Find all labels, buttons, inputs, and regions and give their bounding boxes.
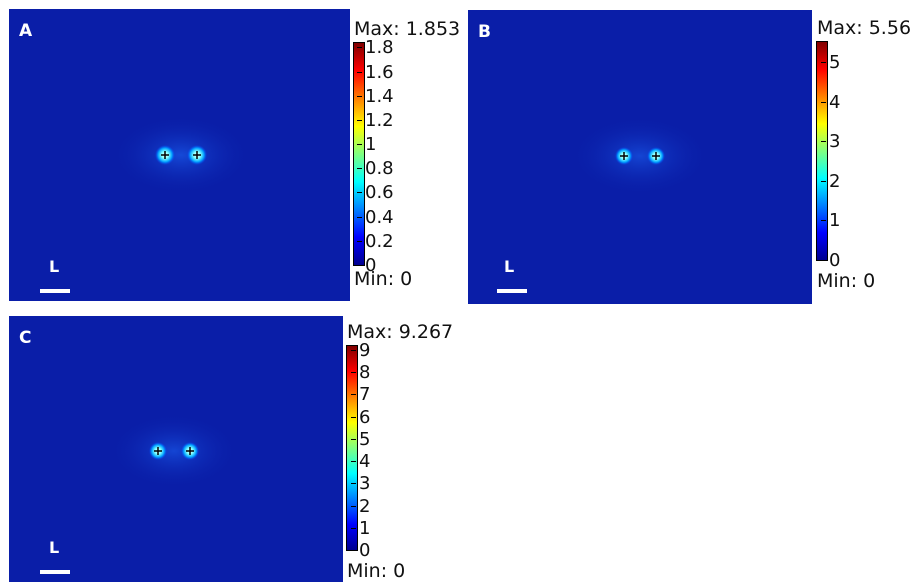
colorbar-tick-c: 3 (350, 473, 371, 495)
electrode-left-a (161, 151, 169, 159)
colorbar-ticks-b: 5 4 3 2 1 0 (820, 41, 889, 270)
colorbar-tick-a: 0.6 (357, 182, 394, 204)
scale-bar-a (40, 289, 70, 293)
colorbar-a (353, 42, 365, 266)
colorbar-tick-a: 1.6 (357, 61, 394, 83)
colorbar-tick-a: 0.2 (357, 230, 394, 252)
colorbar-tick-b: 0 (820, 250, 841, 271)
colorbar-max-a: Max: 1.853 (354, 18, 461, 40)
colorbar-tick-c: 9 (350, 339, 371, 361)
colorbar-tick-b: 1 (820, 210, 841, 232)
colorbar-tick-c: 4 (350, 451, 371, 473)
colorbar-tick-a: 1.8 (357, 37, 394, 59)
scale-bar-b (497, 289, 527, 293)
field-plot-c-svg (109, 413, 239, 489)
halo-b (570, 116, 710, 196)
electrode-right-a (193, 151, 201, 159)
colorbar-tick-a: 0.4 (357, 206, 394, 228)
colorbar-tick-a: 1.2 (357, 109, 394, 131)
field-plot-a: A L (9, 9, 350, 301)
colorbar-tick-b: 5 (820, 52, 841, 74)
field-plot-a-svg (111, 115, 251, 195)
field-plot-b-svg (570, 116, 710, 196)
colorbar-tick-c: 7 (350, 384, 371, 406)
electrode-left-b (620, 152, 628, 160)
electrode-left-c (154, 447, 162, 455)
colorbar-min-a: Min: 0 (354, 268, 413, 290)
scale-label-b: L (504, 257, 515, 276)
colorbar-tick-c: 2 (350, 495, 371, 517)
colorbar-tick-a: 1.4 (357, 85, 394, 107)
colorbar-max-b: Max: 5.56 (817, 17, 912, 39)
panel-label-c: C (19, 328, 32, 348)
colorbar-tick-c: 8 (350, 362, 371, 384)
colorbar-tick-b: 2 (820, 170, 841, 192)
colorbar-b (816, 41, 828, 261)
colorbar-tick-b: 4 (820, 91, 841, 113)
halo-c (109, 413, 239, 489)
field-plot-b: B L (468, 10, 812, 304)
scale-label-a: L (49, 257, 60, 276)
colorbar-tick-a: 0 (356, 255, 377, 276)
scale-bar-c (40, 570, 70, 574)
colorbar-min-b: Min: 0 (817, 270, 876, 292)
colorbar-tick-c: 6 (350, 406, 371, 428)
scale-label-c: L (49, 538, 60, 557)
colorbar-tick-a: 0.8 (357, 158, 394, 180)
panel-label-a: A (19, 21, 33, 41)
colorbar-min-c: Min: 0 (347, 560, 406, 582)
electrode-right-b (652, 152, 660, 160)
halo-a (111, 115, 251, 195)
colorbar-tick-c: 1 (350, 517, 371, 539)
electrode-right-c (186, 447, 194, 455)
colorbar-tick-a: 1 (356, 134, 377, 156)
panel-label-b: B (478, 22, 491, 42)
colorbar-tick-c: 5 (350, 428, 371, 450)
colorbar-ticks-a: 1.8 1.6 1.4 1.2 1 0.8 0.6 0.4 0.2 0 (356, 37, 445, 275)
colorbar-tick-c: 0 (350, 540, 371, 561)
colorbar-c (346, 345, 358, 551)
field-plot-c: C L (9, 316, 343, 582)
colorbar-max-c: Max: 9.267 (347, 321, 454, 343)
colorbar-tick-b: 3 (820, 131, 841, 153)
